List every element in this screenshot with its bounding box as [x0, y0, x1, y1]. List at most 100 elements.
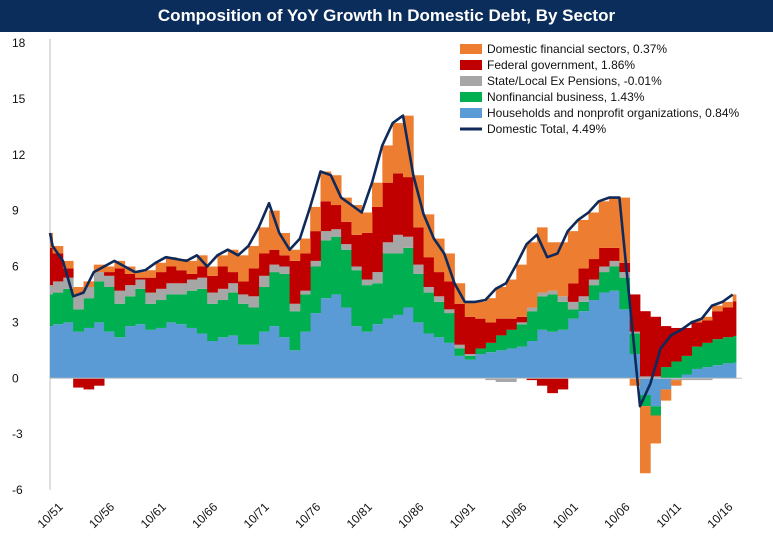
bar-segment [207, 292, 218, 304]
bar-segment [351, 205, 363, 235]
y-tick-label: 6 [12, 260, 19, 274]
bar-segment [567, 283, 579, 302]
bar-segment [464, 354, 476, 356]
x-tick-label: 10/66 [189, 500, 220, 531]
bar-segment [176, 294, 187, 325]
x-tick-label: 10/81 [344, 500, 375, 531]
bar-segment [196, 277, 208, 289]
bar-segment [258, 286, 270, 332]
bar-segment [104, 286, 115, 332]
bar-segment [62, 260, 74, 269]
bar-segment [578, 296, 589, 302]
x-tick-label: 10/71 [241, 500, 272, 531]
bar-segment [433, 296, 445, 302]
x-tick-label: 10/76 [292, 500, 323, 531]
bar-segment [629, 378, 641, 386]
bar-segment [413, 322, 424, 379]
bar-segment [361, 285, 373, 332]
bar-segment [361, 232, 373, 280]
bar-segment [567, 301, 579, 310]
bar-segment [124, 326, 136, 379]
bar-segment [639, 378, 651, 396]
bar-segment [619, 309, 631, 379]
legend-label: Nonfinancial business, 1.43% [487, 90, 645, 104]
bar-segment [186, 273, 198, 280]
bar-segment [238, 281, 249, 295]
bar-segment [135, 277, 146, 280]
bar-segment [567, 309, 579, 319]
bar-segment [248, 307, 260, 345]
bar-segment [310, 313, 321, 379]
bar-segment [114, 303, 126, 338]
bar-segment [495, 378, 507, 382]
bar-segment [444, 309, 455, 314]
x-tick-label: 10/16 [704, 500, 735, 531]
series-4-bars [50, 173, 737, 394]
bar-segment [289, 260, 301, 304]
bar-segment [609, 266, 620, 291]
bar-segment [547, 378, 558, 394]
legend-swatch [460, 44, 482, 54]
x-tick-label: 10/06 [601, 500, 632, 531]
bar-segment [104, 266, 115, 273]
bar-segment [485, 322, 497, 343]
bar-segment [712, 365, 723, 379]
bar-segment [258, 227, 270, 254]
bar-segment [433, 272, 445, 297]
bar-segment [341, 244, 352, 250]
bar-segment [268, 249, 280, 265]
bar-segment [681, 355, 692, 375]
bar-segment [124, 285, 136, 297]
bar-segment [248, 246, 260, 269]
bar-segment [155, 262, 167, 273]
bar-segment [732, 335, 737, 363]
bar-segment [165, 283, 177, 295]
bar-segment [578, 301, 589, 312]
x-tick-label: 10/86 [395, 500, 426, 531]
bar-segment [464, 316, 476, 355]
bar-segment [506, 318, 517, 330]
bar-segment [217, 288, 229, 301]
bar-segment [50, 294, 53, 327]
bar-segment [732, 362, 737, 379]
y-tick-label: 0 [12, 371, 19, 385]
bar-segment [475, 301, 486, 319]
bar-segment [454, 303, 466, 345]
bar-segment [485, 342, 497, 353]
bar-segment [73, 331, 84, 379]
bar-segment [165, 322, 177, 379]
bar-segment [268, 264, 280, 273]
x-tick-label: 10/96 [498, 500, 529, 531]
bar-segment [320, 171, 332, 202]
bar-segment [526, 311, 538, 341]
bar-segment [155, 327, 167, 379]
bar-segment [207, 266, 218, 276]
bar-segment [104, 275, 115, 287]
bar-segment [62, 268, 74, 278]
bar-segment [83, 378, 95, 390]
bar-segment [114, 337, 126, 379]
bar-segment [279, 232, 290, 256]
bar-segment [155, 300, 167, 328]
bar-segment [413, 227, 424, 265]
bar-segment [330, 175, 342, 206]
bar-segment [506, 329, 517, 349]
bar-segment [670, 361, 682, 379]
bar-segment [330, 236, 342, 295]
bar-segment [567, 231, 579, 284]
bar-segment [372, 206, 383, 273]
bar-segment [372, 283, 383, 325]
bar-segment [145, 292, 157, 304]
bar-segment [248, 344, 260, 379]
bar-segment [495, 335, 507, 351]
legend-swatch [460, 60, 482, 70]
bar-segment [73, 294, 84, 310]
bar-segment [392, 123, 404, 174]
bar-segment [464, 301, 476, 317]
bar-segment [258, 253, 270, 276]
bar-segment [423, 257, 435, 287]
bar-segment [238, 303, 249, 345]
bar-segment [639, 376, 651, 379]
bar-segment [454, 348, 466, 356]
y-tick-label: 9 [12, 204, 19, 218]
